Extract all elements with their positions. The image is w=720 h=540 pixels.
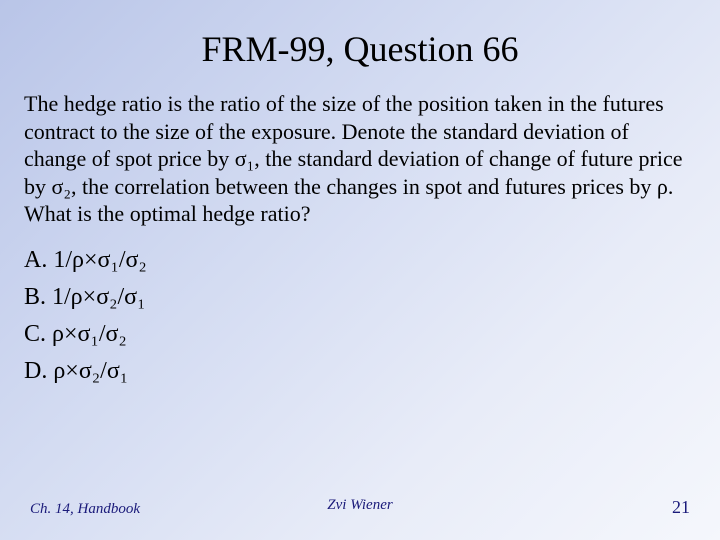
- answer-options: A. 1/ρ×σ₁/σ₂ B. 1/ρ×σ₂/σ₁ C. ρ×σ₁/σ₂ D. …: [0, 228, 720, 391]
- slide-title: FRM-99, Question 66: [0, 0, 720, 70]
- option-d: D. ρ×σ₂/σ₁: [24, 353, 696, 390]
- slide-footer: Ch. 14, Handbook Zvi Wiener 21: [0, 497, 720, 518]
- footer-right: 21: [672, 497, 690, 518]
- footer-left: Ch. 14, Handbook: [30, 501, 140, 518]
- question-body: The hedge ratio is the ratio of the size…: [0, 70, 720, 228]
- option-a: A. 1/ρ×σ₁/σ₂: [24, 242, 696, 279]
- footer-center: Zvi Wiener: [327, 497, 392, 514]
- option-b: B. 1/ρ×σ₂/σ₁: [24, 279, 696, 316]
- option-c: C. ρ×σ₁/σ₂: [24, 316, 696, 353]
